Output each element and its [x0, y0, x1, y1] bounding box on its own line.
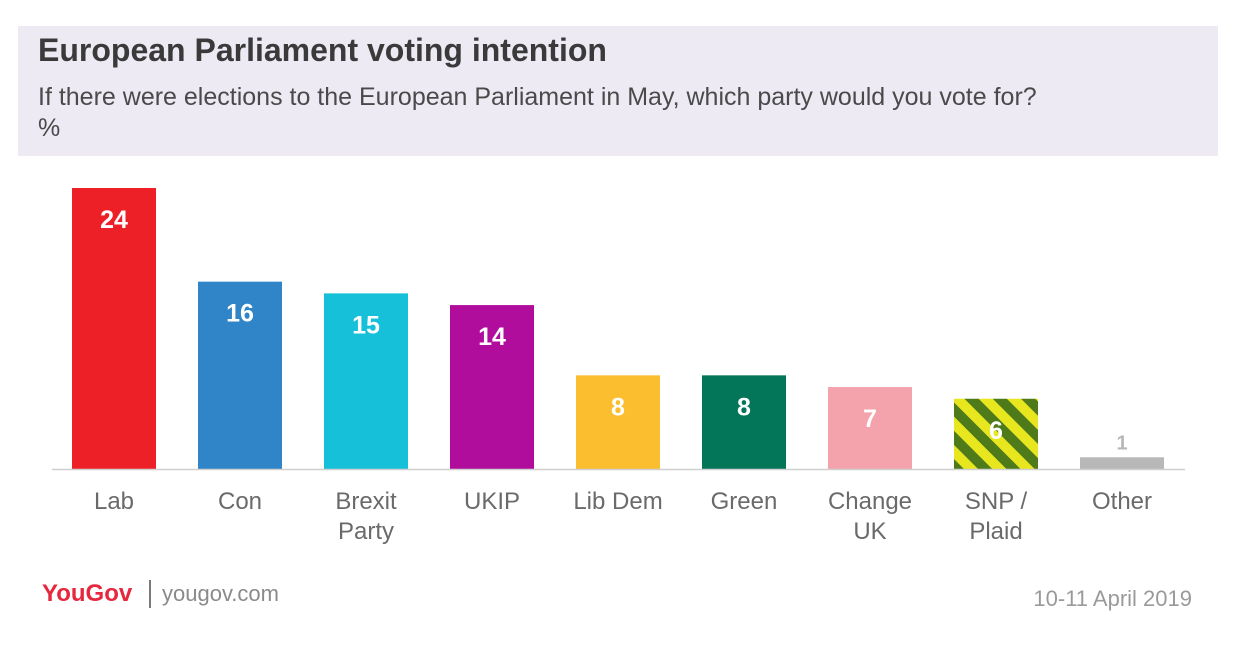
bar-8 — [1080, 457, 1164, 469]
value-label-3: 14 — [478, 323, 506, 351]
bar-4 — [576, 375, 660, 469]
value-label-1: 16 — [226, 300, 254, 328]
value-label-7: 6 — [989, 417, 1003, 445]
value-label-2: 15 — [352, 311, 380, 339]
chart-subtitle: If there were elections to the European … — [38, 83, 1037, 142]
bar-0 — [72, 188, 156, 469]
bar-7 — [954, 398, 1038, 469]
category-label-3: UKIP — [464, 488, 520, 515]
value-label-4: 8 — [611, 393, 625, 421]
bar-6 — [828, 387, 912, 469]
category-label-5: Green — [711, 488, 778, 515]
category-label-2: Party — [338, 518, 394, 545]
bar-3 — [450, 305, 534, 469]
yougov-logo: YouGov — [42, 580, 133, 607]
category-label-7: Plaid — [969, 518, 1022, 545]
category-label-0: Lab — [94, 488, 134, 515]
footer-url: yougov.com — [162, 581, 279, 606]
category-label-6: UK — [853, 518, 886, 545]
value-label-8: 1 — [1116, 432, 1127, 454]
value-label-6: 7 — [863, 405, 877, 433]
value-label-5: 8 — [737, 393, 751, 421]
value-label-0: 24 — [100, 206, 128, 234]
fieldwork-date: 10-11 April 2019 — [1033, 586, 1192, 611]
chart-header: European Parliament voting intention If … — [18, 26, 1218, 156]
bar-2 — [324, 293, 408, 469]
category-label-2: Brexit — [335, 488, 397, 515]
category-label-6: Change — [828, 488, 912, 515]
category-label-7: SNP / — [965, 488, 1028, 515]
chart-title: European Parliament voting intention — [38, 32, 607, 68]
category-label-1: Con — [218, 488, 262, 515]
footer-divider — [149, 580, 151, 608]
category-label-8: Other — [1092, 488, 1152, 515]
category-label-4: Lib Dem — [573, 488, 662, 515]
bar-1 — [198, 281, 282, 469]
bar-5 — [702, 375, 786, 469]
